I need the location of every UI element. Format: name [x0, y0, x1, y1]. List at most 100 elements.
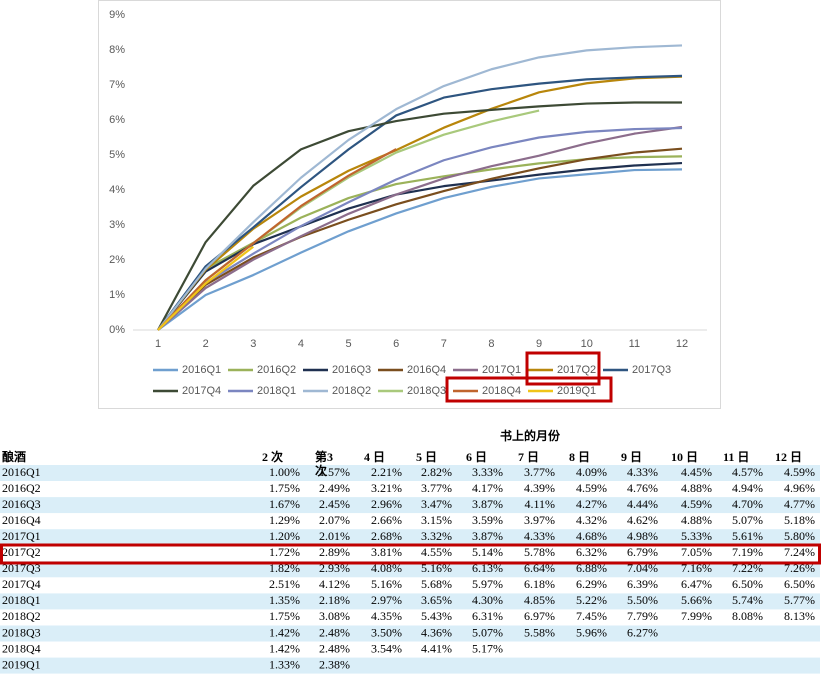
- table-cell: 5.33%: [681, 529, 712, 543]
- row-label: 2016Q3: [2, 497, 41, 511]
- table-cell: 5.68%: [421, 577, 452, 591]
- table-cell: 3.77%: [524, 465, 555, 479]
- table-cell: 5.17%: [472, 641, 503, 655]
- table-cell: 5.58%: [524, 625, 555, 639]
- table-cell: 5.16%: [371, 577, 402, 591]
- row-band: [0, 561, 820, 578]
- table-cell: 2.48%: [319, 641, 350, 655]
- row-label: 2018Q1: [2, 593, 41, 607]
- table-cell: 4.08%: [371, 561, 402, 575]
- table-cell: 7.19%: [732, 545, 763, 559]
- table-cell: 7.24%: [784, 545, 815, 559]
- table-cell: 3.21%: [371, 481, 402, 495]
- table-cell: 1.42%: [269, 641, 300, 655]
- x-tick-label: 9: [536, 338, 542, 350]
- table-cell: 7.79%: [627, 609, 658, 623]
- series-line: [157, 74, 683, 331]
- y-tick-label: 0%: [109, 324, 125, 336]
- y-tick-label: 6%: [109, 114, 125, 126]
- table-cell: 2.68%: [371, 529, 402, 543]
- y-tick-label: 9%: [109, 9, 125, 21]
- table-cell: 4.11%: [524, 497, 555, 511]
- highlight-box: [445, 376, 613, 403]
- table-cell: 6.39%: [627, 577, 658, 591]
- table-cell: 1.75%: [269, 609, 300, 623]
- table-cell: 3.77%: [421, 481, 452, 495]
- table-cell: 3.87%: [472, 497, 503, 511]
- y-tick-label: 5%: [109, 149, 125, 161]
- table-cell: 4.36%: [421, 625, 452, 639]
- table-cell: 4.77%: [784, 497, 815, 511]
- column-header: 2 次: [262, 449, 283, 464]
- table-cell: 4.76%: [627, 481, 658, 495]
- table-cell: 4.33%: [627, 465, 658, 479]
- series-line: [157, 168, 683, 331]
- table-cell: 5.07%: [732, 513, 763, 527]
- table-cell: 6.29%: [576, 577, 607, 591]
- table-cell: 6.50%: [784, 577, 815, 591]
- table-cell: 5.43%: [421, 609, 452, 623]
- column-header: 第3 次: [315, 449, 333, 478]
- table-cell: 5.77%: [784, 593, 815, 607]
- table-cell: 6.97%: [524, 609, 555, 623]
- row-label: 2016Q4: [2, 513, 41, 527]
- column-header: 酿酒: [2, 449, 26, 464]
- y-tick-label: 4%: [109, 184, 125, 196]
- table-cell: 3.81%: [371, 545, 402, 559]
- table-cell: 4.59%: [784, 465, 815, 479]
- table-cell: 7.16%: [681, 561, 712, 575]
- table-cell: 3.47%: [421, 497, 452, 511]
- series-line: [157, 126, 683, 331]
- table-cell: 1.67%: [269, 497, 300, 511]
- table-cell: 1.29%: [269, 513, 300, 527]
- table-cell: 4.55%: [421, 545, 452, 559]
- table-cell: 8.13%: [784, 609, 815, 623]
- legend-label: 2018Q4: [482, 385, 521, 397]
- table-cell: 4.88%: [681, 513, 712, 527]
- table-cell: 1.82%: [269, 561, 300, 575]
- legend-label: 2016Q3: [332, 364, 371, 376]
- table-cell: 7.22%: [732, 561, 763, 575]
- table-cell: 3.50%: [371, 625, 402, 639]
- column-header: 8 日: [569, 450, 590, 464]
- legend-label: 2016Q2: [257, 364, 296, 376]
- x-tick-label: 11: [629, 338, 640, 350]
- table-cell: 6.64%: [524, 561, 555, 575]
- row-label: 2018Q2: [2, 609, 41, 623]
- row-label: 2017Q2: [2, 545, 41, 559]
- table-cell: 4.94%: [732, 481, 763, 495]
- table-cell: 5.16%: [421, 561, 452, 575]
- table-cell: 5.22%: [576, 593, 607, 607]
- table-cell: 1.20%: [269, 529, 300, 543]
- legend-label: 2016Q4: [407, 364, 446, 376]
- table-cell: 1.57%: [319, 465, 350, 479]
- table-cell: 4.39%: [524, 481, 555, 495]
- table-cell: 3.97%: [524, 513, 555, 527]
- table-cell: 5.07%: [472, 625, 503, 639]
- table-cell: 2.48%: [319, 625, 350, 639]
- table-cell: 5.50%: [627, 593, 658, 607]
- table-cell: 5.80%: [784, 529, 815, 543]
- table-cell: 4.09%: [576, 465, 607, 479]
- legend-label: 2019Q1: [557, 385, 596, 397]
- table-cell: 6.18%: [524, 577, 555, 591]
- table-cell: 2.51%: [269, 577, 300, 591]
- table-cell: 5.96%: [576, 625, 607, 639]
- highlight-row: [0, 543, 821, 565]
- table-cell: 7.45%: [576, 609, 607, 623]
- table-cell: 6.27%: [627, 625, 658, 639]
- x-tick-label: 6: [393, 338, 399, 350]
- table-cell: 2.45%: [319, 497, 350, 511]
- y-tick-label: 7%: [109, 79, 125, 91]
- table-cell: 4.85%: [524, 593, 555, 607]
- table-cell: 6.31%: [472, 609, 503, 623]
- table-cell: 7.26%: [784, 561, 815, 575]
- legend-label: 2017Q3: [632, 364, 671, 376]
- table-cell: 2.01%: [319, 529, 350, 543]
- table-cell: 4.17%: [472, 481, 503, 495]
- table-cell: 4.44%: [627, 497, 658, 511]
- legend-label: 2016Q1: [182, 364, 221, 376]
- column-header: 9 日: [621, 450, 642, 464]
- table-cell: 2.82%: [421, 465, 452, 479]
